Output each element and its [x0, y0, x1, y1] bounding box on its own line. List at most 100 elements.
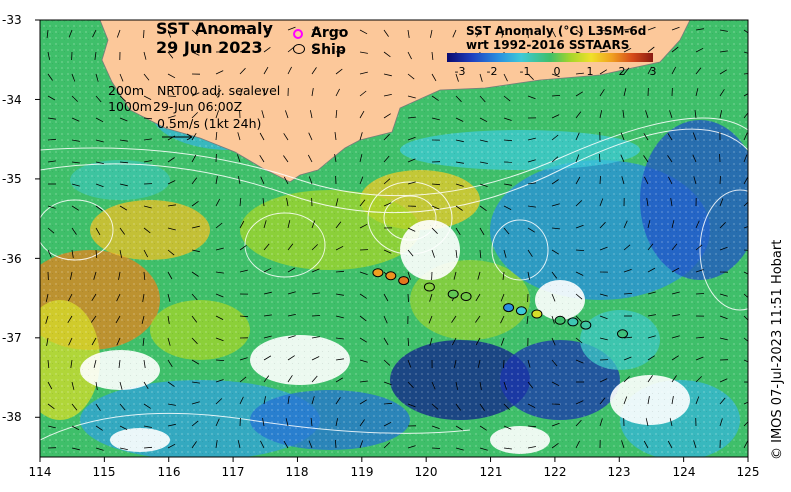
- current-arrow: [359, 29, 368, 35]
- current-arrow: [620, 132, 625, 141]
- current-arrow: [551, 179, 559, 185]
- current-arrow: [335, 293, 344, 296]
- current-arrow: [71, 425, 80, 431]
- current-arrow: [237, 132, 241, 141]
- current-arrow: [68, 29, 73, 38]
- current-arrow: [671, 291, 680, 295]
- current-arrow: [215, 131, 218, 141]
- current-arrow: [311, 375, 318, 383]
- current-arrow: [335, 418, 338, 427]
- current-arrow: [623, 336, 633, 339]
- current-arrow: [359, 380, 368, 383]
- current-arrow: [71, 249, 74, 258]
- current-arrow: [575, 400, 584, 405]
- current-arrow: [383, 73, 392, 77]
- current-arrow: [551, 29, 557, 38]
- current-arrow: [239, 376, 247, 383]
- current-arrow: [191, 293, 198, 301]
- current-arrow: [285, 418, 289, 427]
- current-arrow: [643, 132, 649, 141]
- current-arrow: [695, 396, 700, 405]
- current-arrow: [451, 337, 457, 346]
- current-arrow: [237, 440, 241, 449]
- current-arrow: [143, 117, 153, 120]
- current-arrow: [431, 425, 440, 429]
- current-arrow: [502, 271, 505, 280]
- x-tick-label: 118: [285, 465, 309, 479]
- current-arrow: [335, 337, 344, 340]
- current-arrow: [503, 425, 512, 430]
- current-arrow: [95, 117, 104, 123]
- current-arrow: [551, 315, 555, 324]
- current-arrow: [311, 244, 318, 251]
- current-arrow: [383, 293, 389, 302]
- current-arrow: [191, 401, 200, 405]
- x-tick-label: 121: [479, 465, 503, 479]
- colorbar-tick-label: -2: [486, 65, 498, 78]
- current-arrow: [455, 139, 464, 143]
- current-arrow: [383, 337, 389, 346]
- current-arrow: [599, 418, 603, 427]
- current-arrow: [47, 73, 53, 81]
- current-arrow: [95, 447, 104, 451]
- current-arrow: [645, 110, 649, 119]
- current-arrow: [551, 249, 560, 255]
- current-arrow: [695, 336, 705, 339]
- current-arrow: [263, 375, 270, 383]
- current-arrow: [479, 95, 486, 103]
- current-arrow: [71, 381, 75, 390]
- current-arrow: [263, 220, 267, 229]
- current-arrow: [215, 176, 218, 185]
- current-arrow: [215, 70, 224, 75]
- current-arrow: [719, 418, 723, 427]
- current-arrow: [239, 197, 242, 207]
- current-arrow: [143, 359, 146, 368]
- current-arrow: [527, 359, 531, 368]
- current-arrow: [431, 183, 441, 186]
- current-arrow: [551, 203, 560, 207]
- current-arrow: [191, 177, 198, 185]
- current-arrow: [719, 89, 725, 97]
- current-arrow: [47, 359, 50, 369]
- current-arrow: [311, 67, 317, 75]
- current-arrow: [285, 110, 289, 119]
- current-arrow: [359, 337, 368, 343]
- current-arrow: [47, 205, 56, 209]
- current-arrow: [239, 244, 247, 251]
- current-arrow: [719, 29, 728, 32]
- current-arrow: [527, 381, 534, 389]
- current-arrow: [93, 271, 97, 280]
- current-arrow: [71, 205, 80, 211]
- current-arrow: [599, 89, 605, 97]
- current-arrow: [141, 315, 145, 324]
- current-arrow: [119, 161, 129, 164]
- x-tick-label: 117: [221, 465, 245, 479]
- current-arrow: [455, 425, 464, 431]
- current-arrow: [643, 440, 649, 449]
- current-arrow: [623, 269, 632, 273]
- current-arrow: [671, 375, 677, 383]
- current-arrow: [215, 379, 224, 383]
- current-arrow: [479, 161, 488, 164]
- current-arrow: [239, 396, 244, 405]
- current-arrow: [215, 271, 224, 274]
- current-arrow: [694, 110, 697, 119]
- current-arrow: [647, 220, 651, 229]
- depth-1000m-label: 1000m: [108, 99, 152, 114]
- current-arrow: [671, 396, 674, 405]
- current-arrow: [335, 358, 344, 361]
- current-arrow: [143, 51, 147, 60]
- current-arrow: [455, 161, 464, 164]
- current-arrow: [261, 110, 265, 119]
- current-arrow: [167, 204, 176, 207]
- ship-observation-marker: [515, 306, 527, 316]
- current-arrow: [263, 335, 272, 339]
- current-arrow: [287, 291, 296, 295]
- current-arrow: [527, 159, 536, 163]
- x-tick-label: 123: [607, 465, 631, 479]
- colorbar-tick-label: 2: [618, 65, 626, 78]
- current-arrow: [95, 183, 104, 188]
- current-arrow: [575, 271, 584, 276]
- current-arrow: [167, 51, 174, 59]
